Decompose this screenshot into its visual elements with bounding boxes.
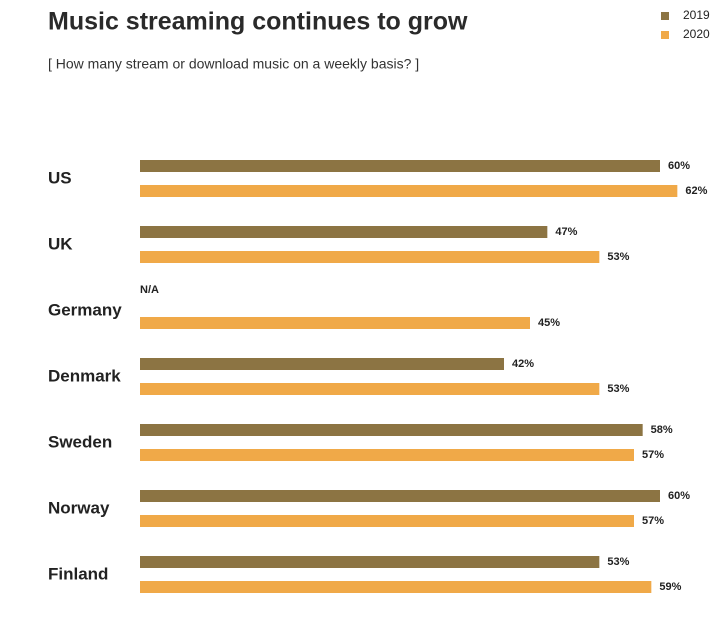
value-label: 47% bbox=[555, 226, 577, 238]
bar bbox=[140, 317, 530, 329]
bar bbox=[140, 424, 643, 436]
bar bbox=[140, 383, 600, 395]
value-label: 45% bbox=[538, 317, 560, 329]
value-label: 57% bbox=[642, 515, 664, 527]
value-label: 62% bbox=[685, 185, 707, 197]
value-label: N/A bbox=[140, 284, 159, 296]
category-label: US bbox=[48, 168, 72, 187]
bar bbox=[140, 185, 678, 197]
bar bbox=[140, 581, 652, 593]
value-label: 59% bbox=[659, 581, 681, 593]
legend-label: 2019 bbox=[683, 8, 710, 22]
value-label: 42% bbox=[512, 358, 534, 370]
value-label: 60% bbox=[668, 490, 690, 502]
legend-swatch bbox=[661, 31, 669, 39]
value-label: 60% bbox=[668, 160, 690, 172]
category-label: Denmark bbox=[48, 366, 121, 385]
category-label: UK bbox=[48, 234, 73, 253]
chart-subtitle: [ How many stream or download music on a… bbox=[48, 56, 419, 72]
value-label: 57% bbox=[642, 449, 664, 461]
value-label: 53% bbox=[607, 383, 629, 395]
bar bbox=[140, 226, 548, 238]
chart-title: Music streaming continues to grow bbox=[48, 8, 468, 36]
bar bbox=[140, 490, 660, 502]
bar bbox=[140, 358, 504, 370]
category-label: Germany bbox=[48, 300, 122, 319]
category-label: Finland bbox=[48, 564, 108, 583]
bar bbox=[140, 449, 634, 461]
value-label: 58% bbox=[651, 424, 673, 436]
legend-label: 2020 bbox=[683, 27, 710, 41]
value-label: 53% bbox=[607, 251, 629, 263]
category-label: Norway bbox=[48, 498, 110, 517]
value-label: 53% bbox=[607, 556, 629, 568]
bar bbox=[140, 515, 634, 527]
bar bbox=[140, 556, 600, 568]
legend-swatch bbox=[661, 12, 669, 20]
bar bbox=[140, 251, 600, 263]
bar bbox=[140, 160, 660, 172]
category-label: Sweden bbox=[48, 432, 112, 451]
